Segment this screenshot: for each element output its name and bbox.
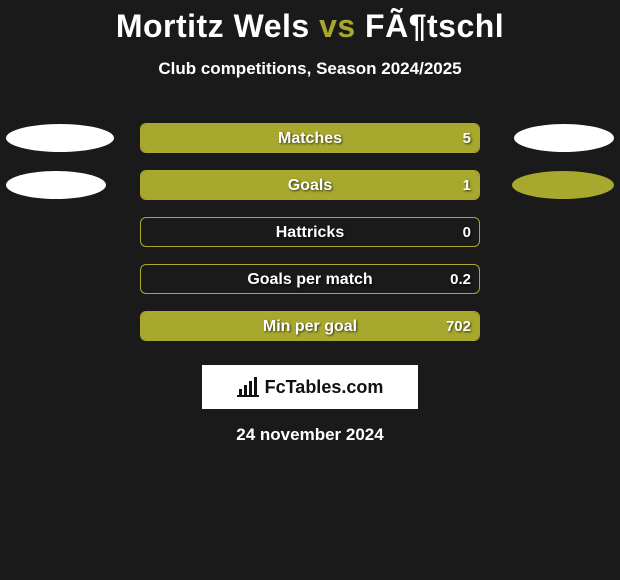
stat-row: Min per goal 702 [0,311,620,341]
subtitle: Club competitions, Season 2024/2025 [0,59,620,79]
stat-right-value: 5 [463,124,471,153]
stat-right-value: 0 [463,218,471,247]
stat-right-value: 0.2 [450,265,471,294]
stat-bar: Goals per match 0.2 [140,264,480,294]
title-vs: vs [319,8,356,44]
stat-bar: Min per goal 702 [140,311,480,341]
stat-row: Matches 5 [0,123,620,153]
date-text: 24 november 2024 [0,425,620,445]
stat-bar: Matches 5 [140,123,480,153]
stat-label: Hattricks [141,218,479,247]
bar-chart-icon [237,377,259,397]
right-oval [512,171,614,199]
stat-rows: Matches 5 Goals 1 Hattricks [0,123,620,341]
page-title: Mortitz Wels vs FÃ¶tschl [0,8,620,45]
stat-label: Goals per match [141,265,479,294]
stat-right-value: 702 [446,312,471,341]
stat-label: Min per goal [141,312,479,341]
stat-label: Matches [141,124,479,153]
stat-bar: Hattricks 0 [140,217,480,247]
stat-label: Goals [141,171,479,200]
stat-row: Goals per match 0.2 [0,264,620,294]
title-player2: FÃ¶tschl [365,8,504,44]
stat-row: Hattricks 0 [0,217,620,247]
right-oval [514,124,614,152]
brand-text: FcTables.com [265,377,384,398]
stat-bar: Goals 1 [140,170,480,200]
brand-badge[interactable]: FcTables.com [202,365,418,409]
stat-row: Goals 1 [0,170,620,200]
comparison-widget: Mortitz Wels vs FÃ¶tschl Club competitio… [0,0,620,445]
left-oval [6,171,106,199]
title-player1: Mortitz Wels [116,8,310,44]
left-oval [6,124,114,152]
stat-right-value: 1 [463,171,471,200]
